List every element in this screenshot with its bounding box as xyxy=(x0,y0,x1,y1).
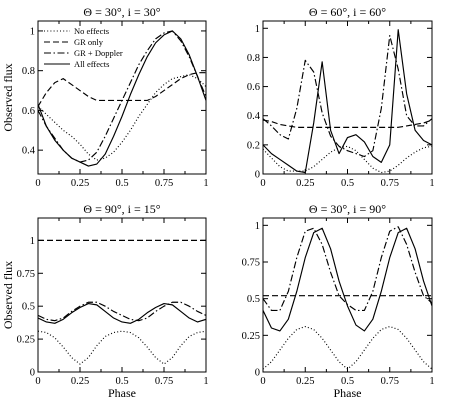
y-tick-label: 1 xyxy=(30,26,35,37)
x-tick-label: 0.75 xyxy=(381,376,399,387)
x-tick-label: 0.25 xyxy=(296,178,314,189)
x-tick-label: 0.25 xyxy=(71,376,89,387)
panel-title: Θ = 30°, i = 30° xyxy=(83,5,160,19)
legend-label: No effects xyxy=(74,26,109,36)
series-dashdot-line xyxy=(38,301,206,322)
series-dotted-line xyxy=(38,330,206,365)
y-tick-label: 0.75 xyxy=(17,269,35,280)
y-tick-label: 0 xyxy=(255,368,260,379)
panel-title: Θ = 90°, i = 15° xyxy=(83,202,160,216)
series-solid-line xyxy=(263,29,432,174)
y-tick-label: 0.4 xyxy=(247,111,261,122)
x-tick-label: 0 xyxy=(260,178,265,189)
y-axis-label: Observed flux xyxy=(1,261,15,329)
y-tick-label: 0.25 xyxy=(17,335,35,346)
x-tick-label: 0.25 xyxy=(296,376,314,387)
x-tick-label: 1 xyxy=(203,376,208,387)
y-tick-label: 0 xyxy=(255,170,260,181)
y-tick-label: 1 xyxy=(255,24,260,35)
y-tick-label: 0 xyxy=(30,368,35,379)
series-solid-line xyxy=(38,302,206,324)
y-tick-label: 0.5 xyxy=(22,302,35,313)
y-tick-label: 1 xyxy=(30,236,35,247)
series-dashdot-line xyxy=(263,226,432,311)
x-axis-label: Phase xyxy=(108,386,136,400)
series-dotted-line xyxy=(263,325,432,370)
series-solid-line xyxy=(38,30,206,167)
x-tick-label: 0.5 xyxy=(115,178,128,189)
y-tick-label: 0.8 xyxy=(247,53,260,64)
y-tick-label: 0.5 xyxy=(247,294,260,305)
series-dashed-line xyxy=(263,119,432,128)
x-tick-label: 0.75 xyxy=(155,178,173,189)
x-tick-label: 0.25 xyxy=(71,178,89,189)
x-tick-label: 0.5 xyxy=(115,376,128,387)
x-tick-label: 0.75 xyxy=(381,178,399,189)
x-tick-label: 0 xyxy=(35,178,40,189)
panel-3: 0 0.25 0.5 0.75 1 0 0.25 0.5 0.75 1 Θ = 90°, i = 1… xyxy=(1,202,209,400)
y-tick-label: 0.25 xyxy=(242,331,260,342)
panel-2: 0 0.25 0.5 0.75 1 0 0.2 0.4 0.6 0.8 1 Θ = 60°, i = … xyxy=(247,5,435,189)
plot-frame xyxy=(262,217,433,373)
legend-label: GR only xyxy=(74,37,104,47)
legend-label: GR + Doppler xyxy=(74,48,123,58)
x-tick-label: 0 xyxy=(260,376,265,387)
y-tick-label: 1 xyxy=(255,221,260,232)
y-axis-label: Observed flux xyxy=(1,63,15,131)
y-tick-label: 0.4 xyxy=(22,146,36,157)
legend-label: All effects xyxy=(74,59,109,69)
y-tick-label: 0.2 xyxy=(247,140,260,151)
panel-title: Θ = 30°, i = 90° xyxy=(309,202,386,216)
y-tick-label: 0.6 xyxy=(247,82,260,93)
panel-4: 0 0.25 0.5 0.75 1 0 0.25 0.5 0.75 1 Θ = 30°, i = 9… xyxy=(242,202,435,400)
x-tick-label: 0 xyxy=(35,376,40,387)
series-dashdot-line xyxy=(263,34,432,158)
x-axis-label: Phase xyxy=(334,386,362,400)
series-dotted-line xyxy=(263,145,432,174)
y-tick-label: 0.75 xyxy=(242,258,260,269)
x-tick-label: 1 xyxy=(203,178,208,189)
plot-frame xyxy=(37,217,207,373)
series-solid-line xyxy=(263,227,432,332)
x-tick-label: 0.5 xyxy=(341,178,354,189)
x-tick-label: 0.5 xyxy=(341,376,354,387)
y-tick-label: 0.6 xyxy=(22,106,35,117)
panel-1: 0 0.25 0.5 0.75 1 0.4 0.6 0.8 1 Θ = 30°, i = 30° O… xyxy=(1,5,209,189)
plot-frame xyxy=(37,20,207,175)
x-tick-label: 1 xyxy=(429,178,434,189)
x-tick-label: 0.75 xyxy=(155,376,173,387)
y-tick-label: 0.8 xyxy=(22,66,35,77)
panel-title: Θ = 60°, i = 60° xyxy=(309,5,386,19)
x-tick-label: 1 xyxy=(429,376,434,387)
